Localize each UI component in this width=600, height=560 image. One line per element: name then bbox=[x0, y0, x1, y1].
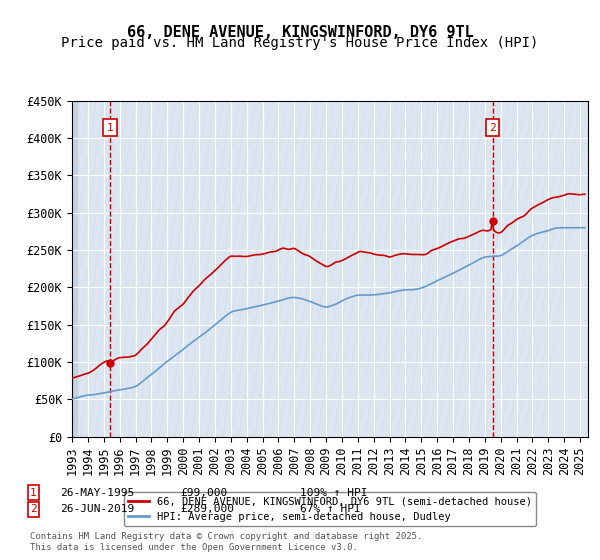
Legend: 66, DENE AVENUE, KINGSWINFORD, DY6 9TL (semi-detached house), HPI: Average price: 66, DENE AVENUE, KINGSWINFORD, DY6 9TL (… bbox=[124, 492, 536, 526]
Text: 2: 2 bbox=[30, 505, 37, 515]
Text: Price paid vs. HM Land Registry's House Price Index (HPI): Price paid vs. HM Land Registry's House … bbox=[61, 36, 539, 50]
Text: 66, DENE AVENUE, KINGSWINFORD, DY6 9TL: 66, DENE AVENUE, KINGSWINFORD, DY6 9TL bbox=[127, 25, 473, 40]
Text: 1: 1 bbox=[107, 123, 113, 133]
Text: £99,000: £99,000 bbox=[180, 488, 227, 498]
Text: 26-JUN-2019: 26-JUN-2019 bbox=[60, 505, 134, 515]
Text: 26-MAY-1995: 26-MAY-1995 bbox=[60, 488, 134, 498]
Text: 1: 1 bbox=[30, 488, 37, 498]
Text: Contains HM Land Registry data © Crown copyright and database right 2025.
This d: Contains HM Land Registry data © Crown c… bbox=[30, 532, 422, 552]
Text: £289,000: £289,000 bbox=[180, 505, 234, 515]
Text: 2: 2 bbox=[489, 123, 496, 133]
Text: 67% ↑ HPI: 67% ↑ HPI bbox=[300, 505, 361, 515]
Text: 109% ↑ HPI: 109% ↑ HPI bbox=[300, 488, 367, 498]
